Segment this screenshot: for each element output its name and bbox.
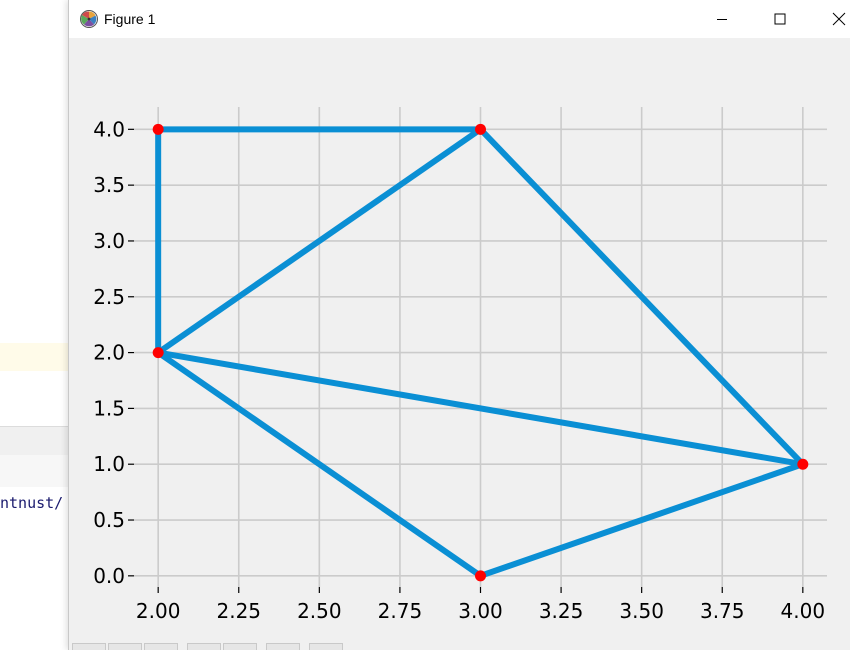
x-tick-label: 2.75 [378, 599, 423, 623]
data-point-marker [475, 570, 486, 582]
maximize-icon [774, 13, 786, 25]
y-tick-label: 3.5 [93, 173, 125, 197]
grid [134, 107, 827, 587]
minimize-icon [717, 19, 727, 20]
plot-canvas[interactable]: 2.00 2.25 2.50 2.75 3.00 3.25 3.50 3.75 4.00 0.0… [69, 38, 850, 643]
y-tick-label: 1.0 [93, 452, 125, 476]
data-point-marker [797, 458, 809, 470]
forward-button[interactable] [144, 643, 178, 650]
pan-button[interactable] [187, 643, 221, 650]
minimize-button[interactable] [694, 0, 750, 38]
navigation-toolbar [69, 643, 850, 650]
editor-code-fragment: ntnust/ [0, 494, 64, 512]
close-icon [832, 12, 846, 26]
x-tick-label: 2.25 [216, 599, 261, 623]
data-point-marker [152, 123, 164, 135]
plot-line-segment [156, 350, 483, 579]
data-point-marker [152, 347, 164, 359]
plot-line-segment [156, 126, 483, 356]
plot-line-segment [157, 349, 804, 468]
matplotlib-logo-icon [80, 10, 98, 28]
background-editor: ntnust/ [0, 0, 70, 650]
maximize-button[interactable] [752, 0, 808, 38]
y-tick-label: 0.5 [93, 508, 125, 532]
window-title: Figure 1 [104, 11, 156, 27]
plot-line-segment [478, 127, 805, 467]
x-tick-label: 3.00 [458, 599, 503, 623]
x-tick-label: 3.50 [619, 599, 664, 623]
x-tick-label: 3.75 [700, 599, 745, 623]
y-tick-label: 3.0 [93, 229, 125, 253]
x-tick-label: 3.25 [539, 599, 584, 623]
y-tick-label: 0.0 [93, 564, 125, 588]
save-button[interactable] [309, 643, 343, 650]
window-titlebar[interactable]: Figure 1 [69, 0, 850, 38]
plot-markers [152, 123, 809, 582]
editor-current-line [0, 343, 70, 371]
x-axis: 2.00 2.25 2.50 2.75 3.00 3.25 3.50 3.75 4.00 [136, 587, 825, 623]
y-tick-label: 4.0 [93, 117, 125, 141]
y-axis: 0.0 0.5 1.0 1.5 2.0 2.5 3.0 3.5 4.0 [93, 117, 134, 588]
y-tick-label: 2.0 [93, 341, 125, 365]
zoom-button[interactable] [223, 643, 257, 650]
x-tick-label: 4.00 [781, 599, 826, 623]
y-tick-label: 1.5 [93, 396, 125, 420]
plot-line-segment [479, 461, 804, 579]
home-button[interactable] [72, 643, 106, 650]
data-point-marker [475, 123, 486, 135]
close-button[interactable] [811, 0, 850, 38]
plot-lines [155, 126, 805, 579]
x-tick-label: 2.00 [136, 599, 181, 623]
editor-panel-row [0, 455, 70, 487]
back-button[interactable] [108, 643, 142, 650]
figure-window: Figure 1 2.00 2.25 2.50 2.75 3.00 3.25 3.50 3.7… [68, 0, 850, 650]
configure-button[interactable] [266, 643, 300, 650]
x-tick-label: 2.50 [297, 599, 342, 623]
editor-panel-bar [0, 426, 70, 456]
y-tick-label: 2.5 [93, 285, 125, 309]
